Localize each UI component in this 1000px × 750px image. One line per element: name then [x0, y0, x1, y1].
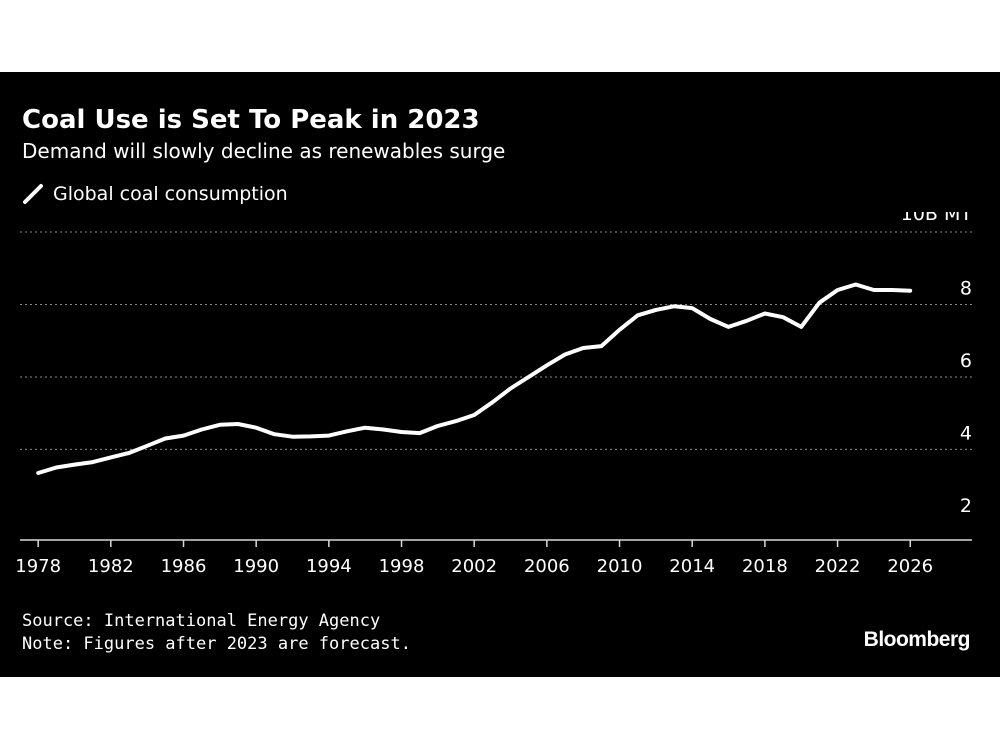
source-note: Source: International Energy Agency	[22, 611, 381, 631]
legend: Global coal consumption	[22, 180, 288, 208]
x-tick-label: 1978	[15, 556, 61, 577]
x-tick-label: 2006	[524, 556, 570, 577]
chart-title: Coal Use is Set To Peak in 2023	[22, 105, 480, 135]
legend-line-swatch-icon	[23, 184, 43, 204]
chart-footer: Source: International Energy Agency Note…	[22, 610, 411, 656]
chart-card: Coal Use is Set To Peak in 2023 Demand w…	[0, 72, 1000, 677]
x-tick-label: 1994	[306, 556, 352, 577]
x-tick-label: 1986	[161, 556, 207, 577]
legend-label: Global coal consumption	[53, 183, 288, 205]
x-tick-label: 2002	[451, 556, 497, 577]
y-tick-label: 4	[960, 422, 972, 444]
forecast-note: Note: Figures after 2023 are forecast.	[22, 634, 411, 654]
y-tick-label: 2	[960, 495, 972, 517]
x-tick-label: 2026	[887, 556, 933, 577]
y-axis-unit-label: 10B MT	[901, 212, 973, 225]
x-tick-label: 1998	[379, 556, 425, 577]
series-line-global-coal-consumption	[36, 282, 913, 475]
y-tick-label: 6	[960, 350, 972, 372]
x-tick-label: 1990	[233, 556, 279, 577]
x-tick-label: 2022	[815, 556, 861, 577]
chart-subtitle: Demand will slowly decline as renewables…	[22, 139, 506, 163]
x-tick-label: 2018	[742, 556, 788, 577]
x-tick-label: 2014	[669, 556, 715, 577]
x-tick-label: 1982	[88, 556, 134, 577]
bloomberg-logo: Bloomberg	[863, 628, 971, 651]
line-chart: 2 4 6 8 10B MT 1978 1982 1986 1990 1994 1998 2002 20…	[15, 212, 973, 577]
y-tick-label: 8	[960, 277, 972, 299]
x-tick-label: 2010	[597, 556, 643, 577]
